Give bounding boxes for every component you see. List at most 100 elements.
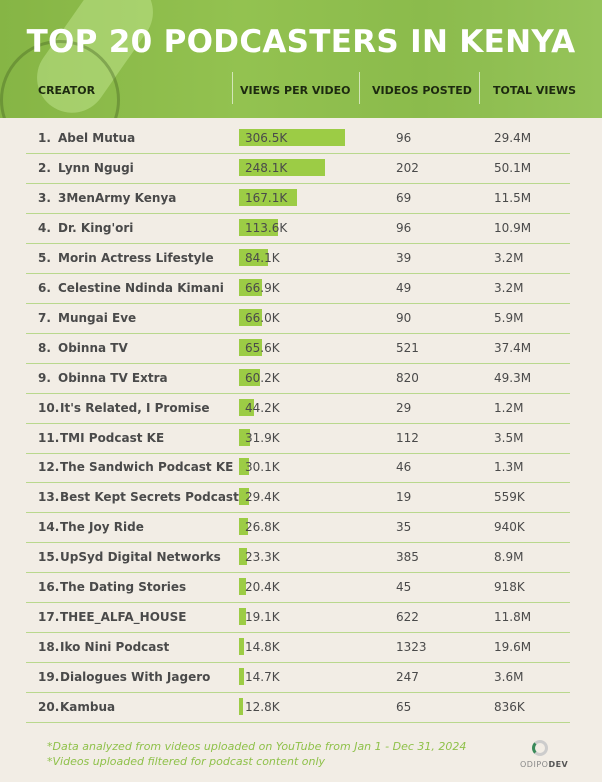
- creator-name: Morin Actress Lifestyle: [58, 250, 214, 265]
- total-views: 49.3M: [494, 370, 532, 385]
- total-views: 19.6M: [494, 640, 532, 655]
- total-views: 5.9M: [494, 310, 524, 325]
- creator-name: THEE_ALFA_HOUSE: [60, 610, 187, 625]
- table-row: 10. It's Related, I Promise 44.2K 29 1.2…: [26, 394, 570, 424]
- rank: 3.: [38, 190, 51, 205]
- total-views: 836K: [494, 700, 525, 715]
- views-per-video-label: 19.1K: [245, 610, 280, 625]
- videos-posted: 90: [396, 310, 412, 325]
- table-row: 17. THEE_ALFA_HOUSE 19.1K 622 11.8M: [26, 603, 570, 634]
- footnote: *Data analyzed from videos uploaded on Y…: [47, 740, 467, 753]
- videos-posted: 35: [396, 520, 412, 535]
- views-per-video-bar: [239, 368, 260, 386]
- views-per-video-label: 23.3K: [245, 550, 280, 565]
- creator-name: The Joy Ride: [60, 520, 144, 535]
- divider: [232, 72, 233, 104]
- creator-name: The Sandwich Podcast KE: [60, 460, 234, 475]
- views-per-video-bar: [239, 248, 269, 266]
- views-per-video-bar: [239, 518, 249, 536]
- views-per-video-label: 14.7K: [245, 670, 280, 685]
- creator-name: Dr. King'ori: [58, 220, 134, 235]
- views-per-video-label: 14.8K: [245, 640, 280, 655]
- table-row: 15. UpSyd Digital Networks 23.3K 385 8.9…: [26, 543, 570, 574]
- views-per-video-bar: [239, 129, 345, 146]
- col-header-videos-posted: VIDEOS POSTED: [372, 84, 472, 97]
- logo-ring-icon: [532, 740, 548, 756]
- views-per-video-bar: [239, 458, 250, 476]
- videos-posted: 96: [396, 131, 412, 145]
- views-per-video-bar: [239, 338, 262, 356]
- odipodev-logo: ODIPODEV: [520, 740, 568, 769]
- table-row: 2. Lynn Ngugi 248.1K 202 50.1M: [26, 154, 570, 184]
- divider: [479, 72, 480, 104]
- creator-name: 3MenArmy Kenya: [58, 190, 177, 205]
- views-per-video-label: 26.8K: [245, 520, 280, 535]
- views-per-video-bar: [239, 158, 325, 176]
- col-header-views-per-video: VIEWS PER VIDEO: [240, 84, 351, 97]
- creator-name: The Dating Stories: [60, 580, 187, 595]
- views-per-video-label: 113.6K: [245, 220, 288, 235]
- views-per-video-label: 31.9K: [245, 430, 280, 445]
- creator-name: Dialogues With Jagero: [60, 670, 211, 685]
- rank: 2.: [38, 160, 51, 175]
- table-row: 3. 3MenArmy Kenya 167.1K 69 11.5M: [26, 184, 570, 214]
- views-per-video-label: 30.1K: [245, 460, 280, 475]
- table-row: 8. Obinna TV 65.6K 521 37.4M: [26, 334, 570, 364]
- videos-posted: 69: [396, 190, 412, 205]
- videos-posted: 29: [396, 400, 412, 415]
- total-views: 10.9M: [494, 220, 532, 235]
- rank: 20.: [38, 700, 60, 715]
- creator-name: Mungai Eve: [58, 310, 137, 325]
- table-row: 4. Dr. King'ori 113.6K 96 10.9M: [26, 214, 570, 244]
- logo-text: ODIPO: [520, 760, 549, 769]
- creator-name: Obinna TV: [58, 340, 128, 355]
- views-per-video-bar: [239, 608, 246, 626]
- views-per-video-label: 29.4K: [245, 490, 280, 505]
- total-views: 8.9M: [494, 550, 524, 565]
- rank: 16.: [38, 580, 60, 595]
- videos-posted: 202: [396, 160, 419, 175]
- table-row: 9. Obinna TV Extra 60.2K 820 49.3M: [26, 364, 570, 394]
- views-per-video-bar: [239, 668, 245, 686]
- videos-posted: 65: [396, 700, 412, 715]
- views-per-video-label: 12.8K: [245, 700, 280, 715]
- rank: 15.: [38, 550, 60, 565]
- divider: [359, 72, 360, 104]
- rank: 18.: [38, 640, 60, 655]
- rank: 17.: [38, 610, 60, 625]
- videos-posted: 46: [396, 460, 412, 475]
- views-per-video-label: 306.5K: [245, 131, 288, 145]
- total-views: 3.2M: [494, 280, 524, 295]
- table-row: 12. The Sandwich Podcast KE 30.1K 46 1.3…: [26, 453, 570, 484]
- total-views: 3.6M: [494, 670, 524, 685]
- col-header-creator: CREATOR: [38, 84, 96, 97]
- col-header-total-views: TOTAL VIEWS: [493, 84, 577, 97]
- footnote: *Videos uploaded filtered for podcast co…: [47, 755, 326, 768]
- views-per-video-label: 65.6K: [245, 340, 280, 355]
- table-row: 7. Mungai Eve 66.0K 90 5.9M: [26, 304, 570, 334]
- views-per-video-label: 248.1K: [245, 160, 288, 175]
- rank: 11.: [38, 430, 60, 445]
- rank: 8.: [38, 340, 51, 355]
- rank: 7.: [38, 310, 51, 325]
- rank: 10.: [38, 400, 60, 415]
- views-per-video-label: 20.4K: [245, 580, 280, 595]
- table-row: 11. TMI Podcast KE 31.9K 112 3.5M: [26, 424, 570, 454]
- table-row: 16. The Dating Stories 20.4K 45 918K: [26, 573, 570, 604]
- views-per-video-label: 66.0K: [245, 310, 280, 325]
- views-per-video-bar: [239, 698, 244, 716]
- views-per-video-bar: [239, 218, 279, 236]
- table-row: 1. Abel Mutua 306.5K 96 29.4M: [26, 124, 570, 154]
- creator-name: Obinna TV Extra: [58, 370, 168, 385]
- views-per-video-bar: [239, 488, 250, 506]
- views-per-video-bar: [239, 398, 255, 416]
- views-per-video-bar: [239, 428, 251, 446]
- views-per-video-bar: [239, 638, 245, 656]
- total-views: 3.2M: [494, 250, 524, 265]
- creator-name: Lynn Ngugi: [58, 160, 134, 175]
- videos-posted: 622: [396, 610, 419, 625]
- creator-name: Abel Mutua: [58, 131, 136, 145]
- videos-posted: 45: [396, 580, 412, 595]
- total-views: 11.5M: [494, 190, 532, 205]
- views-per-video-bar: [239, 278, 263, 296]
